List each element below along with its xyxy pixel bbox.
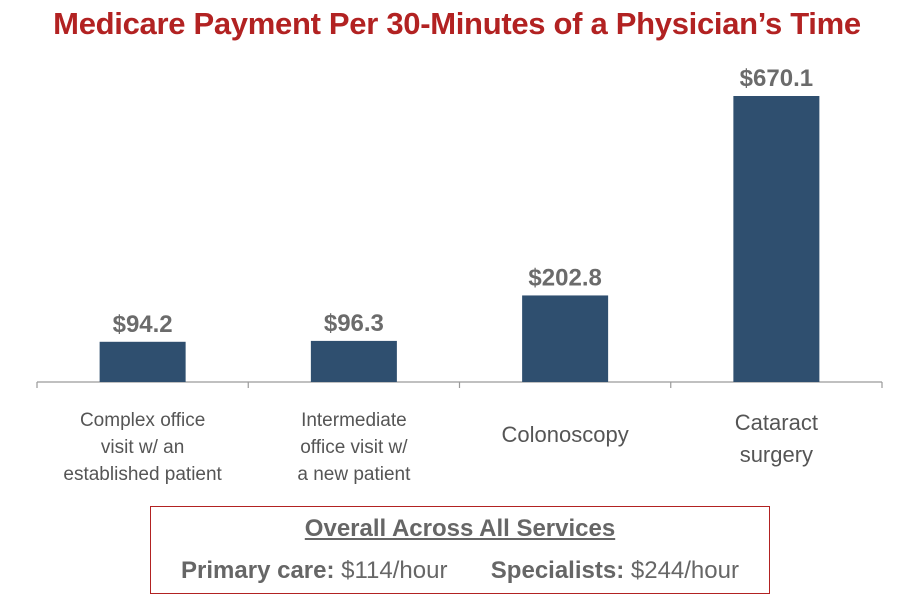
category-label: Colonoscopy [502, 422, 629, 447]
bar-value-label: $670.1 [740, 65, 813, 92]
category-label: Intermediate office visit w/a new patient [297, 410, 411, 485]
summary-line: Primary care: $114/hour Specialists: $24… [151, 557, 769, 585]
bar [99, 341, 186, 382]
bar-value-label: $94.2 [113, 311, 173, 338]
bar-value-label: $202.8 [528, 264, 601, 291]
bar [522, 295, 609, 382]
primary-care-value: $114/hour [341, 557, 448, 584]
chart-title: Medicare Payment Per 30-Minutes of a Phy… [53, 6, 861, 41]
summary-title: Overall Across All Services [304, 515, 616, 542]
summary-box: Overall Across All Services Primary care… [150, 506, 770, 594]
specialists-value: $244/hour [630, 557, 739, 584]
category-label: Complex office visit w/ an established pat… [63, 410, 222, 485]
bar-value-label: $96.3 [324, 310, 384, 337]
bar [310, 340, 397, 382]
specialists-label: Specialists: [490, 557, 625, 584]
primary-care-label: Primary care: [181, 557, 335, 584]
bar [733, 96, 820, 382]
category-label: Cataract surgery [735, 410, 818, 467]
bar-chart: $94.2 Complex office visit w/ an establishe… [36, 65, 883, 485]
